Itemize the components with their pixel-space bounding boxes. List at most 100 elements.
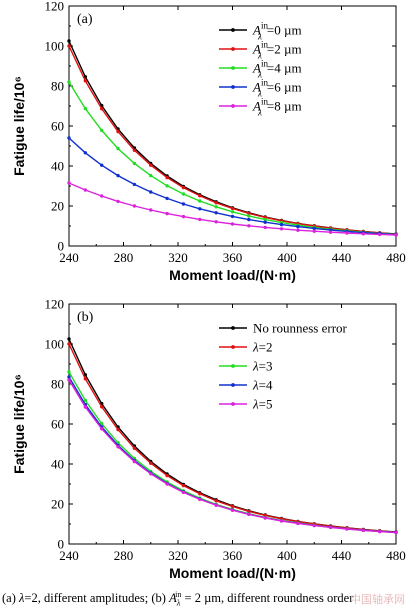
x-axis-label: Moment load/(N·m)	[169, 565, 296, 581]
legend-marker	[231, 364, 235, 368]
data-point	[132, 161, 137, 166]
caption-a-sub: λ	[176, 598, 181, 608]
data-point	[214, 201, 218, 205]
data-point	[149, 472, 153, 476]
data-point	[83, 405, 88, 409]
x-tick-label: 240	[59, 250, 79, 265]
y-tick-label: 100	[45, 39, 65, 54]
x-tick-label: 440	[332, 548, 352, 563]
y-tick-label: 0	[58, 239, 65, 254]
data-point	[165, 211, 169, 216]
legend-marker	[231, 28, 235, 32]
data-point	[247, 509, 251, 514]
legend-marker	[231, 402, 235, 406]
data-point	[67, 136, 71, 140]
x-tick-label: 280	[114, 250, 134, 265]
data-point	[83, 79, 88, 83]
x-axis-label: Moment load/(N·m)	[169, 267, 296, 283]
data-point	[67, 375, 71, 379]
data-point	[328, 230, 333, 234]
y-tick-label: 40	[51, 457, 64, 472]
data-point	[67, 80, 71, 84]
data-point	[328, 525, 333, 530]
data-point	[83, 188, 88, 192]
panel-label: (b)	[77, 310, 94, 325]
data-point	[296, 228, 300, 232]
data-point	[263, 220, 267, 224]
data-point	[361, 528, 365, 533]
y-tick-label: 40	[51, 159, 64, 174]
data-point	[149, 208, 153, 212]
data-point	[181, 192, 186, 196]
x-tick-label: 480	[386, 548, 406, 563]
data-point	[100, 405, 104, 409]
x-tick-label: 280	[114, 548, 134, 563]
data-point	[279, 519, 284, 523]
data-point	[149, 461, 153, 465]
data-point	[377, 529, 382, 534]
legend-label-1: λ=2	[252, 340, 272, 355]
y-tick-label: 120	[45, 0, 65, 14]
data-point	[296, 224, 300, 229]
data-point	[214, 205, 218, 209]
data-point	[247, 224, 251, 228]
data-point	[100, 107, 104, 111]
series-line-1	[68, 45, 397, 235]
panel-label: (a)	[77, 12, 93, 27]
data-point	[149, 163, 153, 167]
legend-marker	[231, 66, 235, 70]
legend-label-4: λ=5	[252, 397, 272, 412]
data-point	[83, 106, 88, 111]
data-point	[181, 490, 186, 495]
data-point	[83, 151, 88, 155]
chart-panel-a: 240 280 320 360 400 440 480 0 20 40 60 80 100 120 Mome…	[11, 0, 406, 283]
y-tick-label: 20	[51, 497, 64, 512]
series-line-3	[68, 137, 397, 236]
data-point	[149, 173, 153, 178]
data-point	[394, 233, 398, 237]
x-tick-label: 400	[277, 250, 297, 265]
data-point	[198, 492, 202, 496]
data-point	[263, 217, 267, 222]
data-point	[83, 398, 88, 403]
legend-marker	[231, 326, 235, 330]
data-point	[83, 377, 88, 381]
caption-part1: (a)	[2, 591, 19, 606]
data-point	[312, 229, 316, 233]
data-point	[214, 220, 218, 224]
y-tick-label: 120	[45, 297, 65, 312]
x-tick-label: 440	[332, 250, 352, 265]
data-point	[100, 128, 104, 133]
data-point	[165, 196, 169, 201]
series-line-0	[68, 40, 397, 235]
data-point	[181, 483, 186, 488]
data-point	[100, 427, 104, 431]
y-tick-label: 60	[51, 417, 64, 432]
y-axis-label: Fatigue life/10⁶	[11, 76, 27, 176]
legend-marker	[231, 345, 235, 349]
data-point	[247, 211, 251, 216]
series-line-0	[68, 338, 397, 533]
series-line-1	[68, 343, 397, 533]
data-point	[230, 214, 235, 219]
data-point	[100, 194, 104, 198]
data-point	[279, 222, 284, 227]
y-tick-label: 20	[51, 199, 64, 214]
data-point	[181, 202, 186, 206]
y-tick-label: 80	[51, 79, 64, 94]
data-point	[100, 163, 104, 167]
data-point	[230, 222, 235, 226]
y-tick-label: 60	[51, 119, 64, 134]
data-point	[198, 207, 202, 211]
x-tick-label: 400	[277, 548, 297, 563]
data-point	[394, 530, 398, 535]
data-point	[198, 199, 202, 203]
data-point	[116, 427, 120, 432]
data-point	[230, 508, 235, 512]
data-point	[67, 181, 71, 185]
data-point	[198, 217, 202, 222]
data-point	[165, 184, 169, 188]
data-point	[67, 370, 71, 374]
caption-part3: = 2 µm, different roundness order	[181, 591, 354, 606]
data-point	[345, 527, 349, 531]
